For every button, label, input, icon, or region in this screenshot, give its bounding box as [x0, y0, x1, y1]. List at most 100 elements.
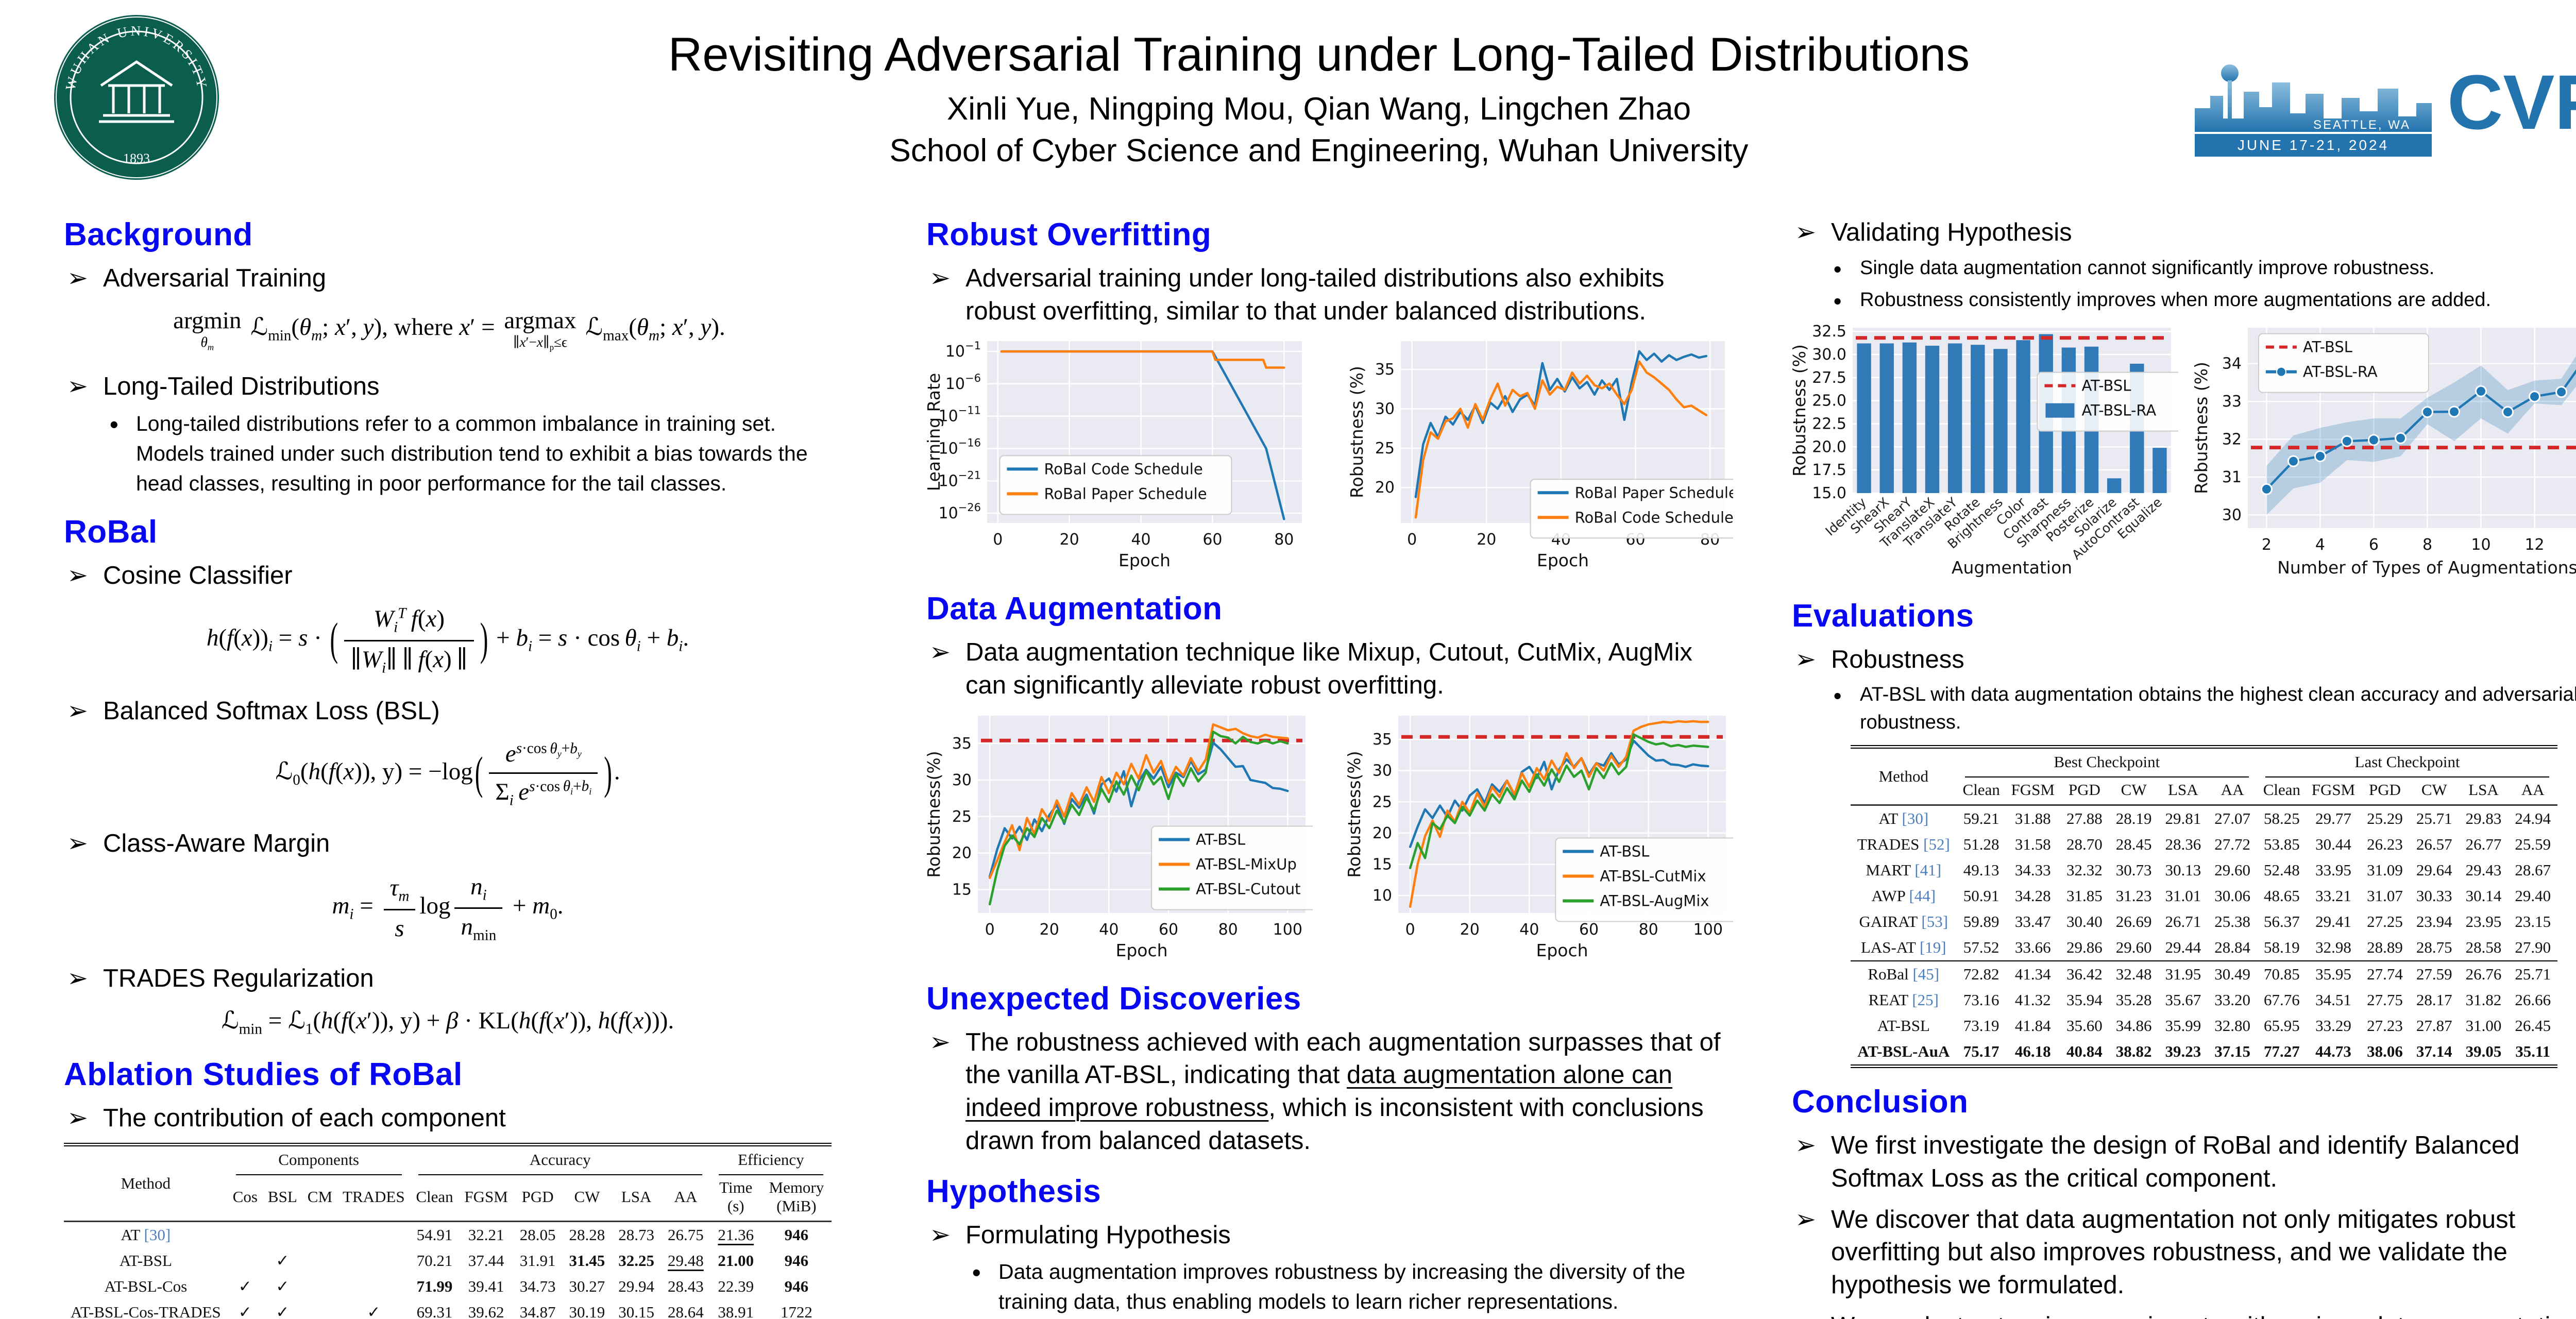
- svg-text:60: 60: [1579, 921, 1599, 939]
- arrow-bullet-icon: ➢: [67, 562, 89, 590]
- svg-text:10−21: 10−21: [938, 469, 981, 491]
- arrow-bullet-icon: ➢: [1795, 1131, 1817, 1160]
- svg-text:Robustness (%): Robustness (%): [2194, 362, 2211, 494]
- svg-text:Augmentation: Augmentation: [1952, 557, 2072, 578]
- column-group-header: Method: [1850, 747, 1957, 806]
- svg-text:80: 80: [1639, 921, 1658, 939]
- item-formulating-hypothesis: ➢ Formulating Hypothesis: [929, 1219, 1733, 1252]
- svg-text:15.0: 15.0: [1812, 484, 1846, 502]
- table-row: AT-BSL ✓ 70.21 37.44 31.91 31.45 32.25 29.48 21.…: [119, 1252, 809, 1270]
- svg-text:100: 100: [1693, 921, 1723, 939]
- item-robustness: ➢ Robustness: [1795, 644, 2576, 677]
- column-header: CW: [562, 1175, 612, 1223]
- column-group-header: Accuracy: [410, 1145, 710, 1176]
- table-row: AT-BSL-AuA 75.17 46.18 40.84 38.82 39.23 37.15…: [1857, 1042, 2551, 1061]
- svg-text:AT-BSL-RA: AT-BSL-RA: [2303, 363, 2378, 380]
- university-year: 1893: [123, 151, 150, 166]
- dot-bullet-icon: ●: [1833, 292, 1842, 309]
- cvpr-dates: JUNE 17-21, 2024: [2238, 137, 2389, 153]
- svg-text:0: 0: [985, 921, 995, 939]
- arrow-bullet-icon: ➢: [67, 1104, 89, 1132]
- svg-text:10: 10: [1372, 887, 1392, 905]
- svg-text:Epoch: Epoch: [1115, 940, 1167, 960]
- arrow-bullet-icon: ➢: [929, 264, 951, 292]
- svg-text:10−6: 10−6: [945, 372, 981, 393]
- table-row: AT-BSL-Cos-TRADES ✓ ✓ ✓ 69.31 39.62 34.87 30.19…: [71, 1303, 812, 1319]
- column-header: FGSM: [2306, 777, 2361, 806]
- svg-text:Learning Rate: Learning Rate: [926, 373, 944, 491]
- dot-bullet-icon: ●: [1833, 260, 1842, 277]
- item-validating-hypothesis: ➢ Validating Hypothesis: [1795, 216, 2576, 249]
- svg-text:Epoch: Epoch: [1118, 550, 1171, 570]
- building-icon: [99, 60, 174, 123]
- column-header: PGD: [2059, 777, 2109, 806]
- table-row: TRADES [52] 51.28 31.58 28.70 28.45 28.36 27.7…: [1857, 835, 2551, 854]
- column-header: Clean: [410, 1175, 460, 1223]
- cutmix-augmix-chart: 0 20 40 60 80 100 10 15 20 25 30 35 Epoch Robustness(…: [1344, 707, 1742, 965]
- svg-text:10−11: 10−11: [938, 404, 981, 426]
- table-row: RoBal [45] 72.82 41.34 36.42 32.48 31.95 30.49…: [1850, 960, 2558, 988]
- formula-cosine-classifier: h(f(x))i = s · (WiT f(x) ∥Wi∥ ∥ f(x) ∥) +…: [69, 603, 826, 678]
- svg-text:17.5: 17.5: [1812, 461, 1846, 479]
- arrow-bullet-icon: ➢: [1795, 1205, 1817, 1233]
- svg-text:30.0: 30.0: [1812, 346, 1846, 364]
- svg-text:Epoch: Epoch: [1536, 940, 1588, 960]
- evaluations-table: Method Best Checkpoint Last Checkpoint Clea…: [1792, 745, 2576, 1069]
- arrow-bullet-icon: ➢: [929, 1028, 951, 1056]
- svg-text:Number of Types of Augmentatio: Number of Types of Augmentations: [2277, 557, 2576, 578]
- svg-text:AT-BSL: AT-BSL: [1600, 842, 1649, 860]
- item-bsl: ➢ Balanced Softmax Loss (BSL): [67, 695, 832, 728]
- svg-text:0: 0: [1405, 921, 1415, 939]
- right-column: ➢ Validating Hypothesis ● Single data augm…: [1789, 216, 2576, 1319]
- svg-text:Robustness (%): Robustness (%): [1792, 344, 1809, 477]
- column-header: LSA: [2459, 777, 2509, 806]
- svg-text:AT-BSL: AT-BSL: [1196, 831, 1245, 848]
- svg-text:RoBal Code Schedule: RoBal Code Schedule: [1044, 461, 1202, 478]
- table-row: LAS-AT [19] 57.52 33.66 29.86 29.60 29.44 28.8…: [1860, 938, 2551, 957]
- table-row: AWP [44] 50.91 34.28 31.85 31.23 31.01 30.06 48…: [1871, 887, 2551, 905]
- svg-text:RoBal Code Schedule: RoBal Code Schedule: [1575, 509, 1733, 527]
- column-header: LSA: [2158, 777, 2208, 806]
- svg-text:20: 20: [1372, 824, 1392, 842]
- svg-text:31: 31: [2222, 468, 2242, 486]
- item-class-aware-margin: ➢ Class-Aware Margin: [67, 827, 832, 860]
- cvpr-logo: SEATTLE, WA JUNE 17-21, 2024 CVPR: [2195, 46, 2576, 165]
- column-header: PGD: [513, 1175, 563, 1223]
- svg-text:8: 8: [2422, 536, 2432, 554]
- left-column: Background ➢ Adversarial Training argmin θ…: [64, 216, 832, 1319]
- section-heading-evaluations: Evaluations: [1792, 598, 1974, 634]
- column-header: Clean: [1956, 777, 2006, 806]
- svg-text:40: 40: [1131, 531, 1150, 549]
- column-header: CM: [302, 1175, 338, 1223]
- arrow-bullet-icon: ➢: [1795, 1310, 1819, 1319]
- item-trades: ➢ TRADES Regularization: [67, 962, 832, 995]
- arrow-bullet-icon: ➢: [929, 638, 951, 667]
- schedule-robustness-chart: 0 20 40 60 80 20 25 30 35 Epoch Robustness (%) RoBa…: [1347, 333, 1758, 575]
- column-header: CW: [2409, 777, 2459, 806]
- svg-text:60: 60: [1159, 921, 1178, 939]
- bullet-validating-1: ● Single data augmentation cannot signifi…: [1833, 255, 2576, 282]
- column-header: AA: [2508, 777, 2558, 806]
- cvpr-name: CVPR: [2447, 59, 2576, 145]
- svg-text:10−16: 10−16: [938, 437, 981, 458]
- column-header: LSA: [612, 1175, 662, 1223]
- table-row: AT [30] 54.91 32.21 28.05 28.28 28.73 26.75 21.…: [121, 1226, 809, 1244]
- section-heading-conclusion: Conclusion: [1792, 1084, 1969, 1120]
- svg-text:6: 6: [2369, 536, 2379, 554]
- bullet-unexpected: ➢ The robustness achieved with each augme…: [929, 1026, 1733, 1158]
- svg-text:33: 33: [2222, 393, 2242, 411]
- poster-affiliation: School of Cyber Science and Engineering,…: [889, 133, 1749, 169]
- svg-text:30: 30: [1375, 400, 1395, 418]
- formula-class-aware-margin: mi = τm s log ni nmin + m0.: [69, 871, 826, 945]
- bullet-robust-overfitting: ➢ Adversarial training under long-tailed …: [929, 262, 1733, 328]
- augmentation-count-chart: 24681012143031323334Number of Types of A…: [2191, 319, 2576, 582]
- svg-text:0: 0: [993, 531, 1003, 549]
- svg-text:0: 0: [1407, 531, 1417, 549]
- svg-text:10−1: 10−1: [945, 340, 981, 361]
- poster-header: WUHAN UNIVERSITY 1893 Revisiting Adversa…: [0, 0, 2576, 206]
- bullet-hypothesis: ● Data augmentation improves robustness b…: [972, 1257, 1733, 1316]
- formula-adversarial-training: argmin θm ℒmin(θm; x′, y), where x′ = arg…: [173, 307, 725, 352]
- section-heading-robal: RoBal: [64, 514, 158, 550]
- section-heading-robust-overfitting: Robust Overfitting: [926, 217, 1212, 252]
- svg-text:Robustness (%): Robustness (%): [1349, 366, 1367, 498]
